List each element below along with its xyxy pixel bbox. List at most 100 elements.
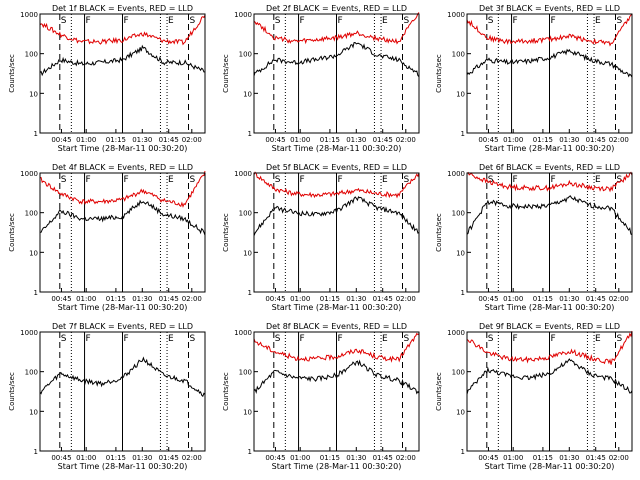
series-lld (466, 14, 633, 47)
x-tick-label: 01:15 (533, 295, 553, 303)
panel-det-6: Det 6f BLACK = Events, RED = LLD S F F E S 1 10… (435, 163, 633, 312)
panel-title: Det 5f BLACK = Events, RED = LLD (266, 163, 407, 172)
x-tick-label: 00:45 (51, 136, 71, 144)
x-axis-label: Start Time (28-Mar-11 00:30:20) (58, 462, 188, 471)
marker-label: F (86, 334, 91, 344)
y-tick-label: 10 (29, 249, 38, 257)
marker-label: E (382, 16, 388, 26)
panel-det-2: Det 2f BLACK = Events, RED = LLD S F F E S 1 10… (222, 4, 420, 153)
marker-label: F (124, 334, 129, 344)
x-tick-label: 01:00 (290, 136, 310, 144)
marker-label: S (190, 334, 196, 344)
y-tick-label: 10 (243, 90, 252, 98)
y-axis-label: Counts/sec (435, 54, 443, 93)
x-tick-label: 01:45 (586, 295, 606, 303)
x-tick-label: 01:45 (159, 295, 179, 303)
x-tick-label: 02:00 (609, 295, 629, 303)
panel-title: Det 6f BLACK = Events, RED = LLD (479, 163, 620, 172)
panel-det-4: Det 4f BLACK = Events, RED = LLD S F F E S 1 10… (8, 163, 206, 312)
x-axis-label: Start Time (28-Mar-11 00:30:20) (272, 303, 402, 312)
marker-label: S (404, 175, 410, 185)
x-tick-label: 02:00 (609, 454, 629, 462)
x-axis-label: Start Time (28-Mar-11 00:30:20) (58, 144, 188, 153)
panel-title: Det 9f BLACK = Events, RED = LLD (479, 322, 620, 331)
y-tick-label: 10 (29, 408, 38, 416)
plot-frame (466, 172, 633, 293)
plot-frame (39, 172, 206, 293)
marker-label: F (300, 16, 305, 26)
y-tick-label: 10 (243, 249, 252, 257)
x-axis-label: Start Time (28-Mar-11 00:30:20) (485, 462, 615, 471)
x-tick-label: 02:00 (182, 136, 202, 144)
marker-label: S (404, 16, 410, 26)
marker-label: E (382, 175, 388, 185)
y-tick-label: 10 (243, 408, 252, 416)
marker-label: E (382, 334, 388, 344)
panel-det-3: Det 3f BLACK = Events, RED = LLD S F F E S 1 10… (435, 4, 633, 153)
x-tick-label: 01:30 (559, 454, 579, 462)
x-tick-label: 00:45 (265, 295, 285, 303)
x-tick-label: 01:00 (76, 295, 96, 303)
x-tick-label: 01:30 (346, 136, 366, 144)
y-tick-label: 1000 (234, 329, 252, 337)
marker-label: F (338, 175, 343, 185)
series-events (39, 44, 206, 77)
marker-label: F (513, 16, 518, 26)
y-tick-label: 1000 (447, 329, 465, 337)
x-tick-label: 01:45 (159, 136, 179, 144)
x-tick-label: 01:45 (373, 295, 393, 303)
series-lld (253, 171, 420, 199)
marker-label: F (338, 16, 343, 26)
x-tick-label: 00:45 (265, 136, 285, 144)
panel-title: Det 7f BLACK = Events, RED = LLD (52, 322, 193, 331)
series-events (466, 48, 633, 78)
y-tick-label: 1000 (20, 170, 38, 178)
marker-label: F (300, 334, 305, 344)
marker-label: S (404, 334, 410, 344)
y-axis-label: Counts/sec (222, 54, 230, 93)
x-tick-label: 00:45 (51, 295, 71, 303)
x-tick-label: 01:00 (503, 454, 523, 462)
marker-label: S (190, 16, 196, 26)
x-tick-label: 01:00 (290, 295, 310, 303)
panel-det-8: Det 8f BLACK = Events, RED = LLD S F F E S 1 10… (222, 322, 420, 471)
x-tick-label: 01:30 (559, 136, 579, 144)
marker-label: F (551, 16, 556, 26)
series-lld (39, 14, 206, 46)
x-tick-label: 01:45 (159, 454, 179, 462)
marker-label: S (488, 334, 494, 344)
panel-title: Det 1f BLACK = Events, RED = LLD (52, 4, 193, 13)
plot-frame (253, 331, 420, 452)
x-tick-label: 01:00 (76, 454, 96, 462)
y-tick-label: 10 (456, 249, 465, 257)
x-tick-label: 01:15 (320, 295, 340, 303)
series-lld (253, 332, 420, 363)
marker-label: S (275, 175, 281, 185)
y-tick-label: 1000 (447, 11, 465, 19)
series-events (253, 196, 420, 236)
marker-label: S (617, 16, 623, 26)
series-events (466, 358, 633, 395)
marker-label: F (86, 16, 91, 26)
x-tick-label: 01:00 (503, 295, 523, 303)
marker-label: F (513, 175, 518, 185)
x-tick-label: 00:45 (478, 295, 498, 303)
marker-label: S (190, 175, 196, 185)
y-axis-label: Counts/sec (222, 372, 230, 411)
marker-label: E (168, 175, 174, 185)
y-tick-label: 1 (248, 130, 252, 138)
y-tick-label: 100 (452, 210, 465, 218)
x-tick-label: 01:30 (346, 295, 366, 303)
x-tick-label: 00:45 (478, 136, 498, 144)
y-tick-label: 100 (239, 369, 252, 377)
panel-det-9: Det 9f BLACK = Events, RED = LLD S F F E S 1 10… (435, 322, 633, 471)
y-tick-label: 1 (248, 289, 252, 297)
x-tick-label: 01:15 (320, 136, 340, 144)
y-tick-label: 10 (456, 90, 465, 98)
x-tick-label: 01:15 (106, 136, 126, 144)
marker-label: S (617, 334, 623, 344)
y-axis-label: Counts/sec (8, 213, 16, 252)
marker-label: S (61, 175, 67, 185)
series-events (40, 199, 206, 236)
series-events (253, 359, 420, 395)
